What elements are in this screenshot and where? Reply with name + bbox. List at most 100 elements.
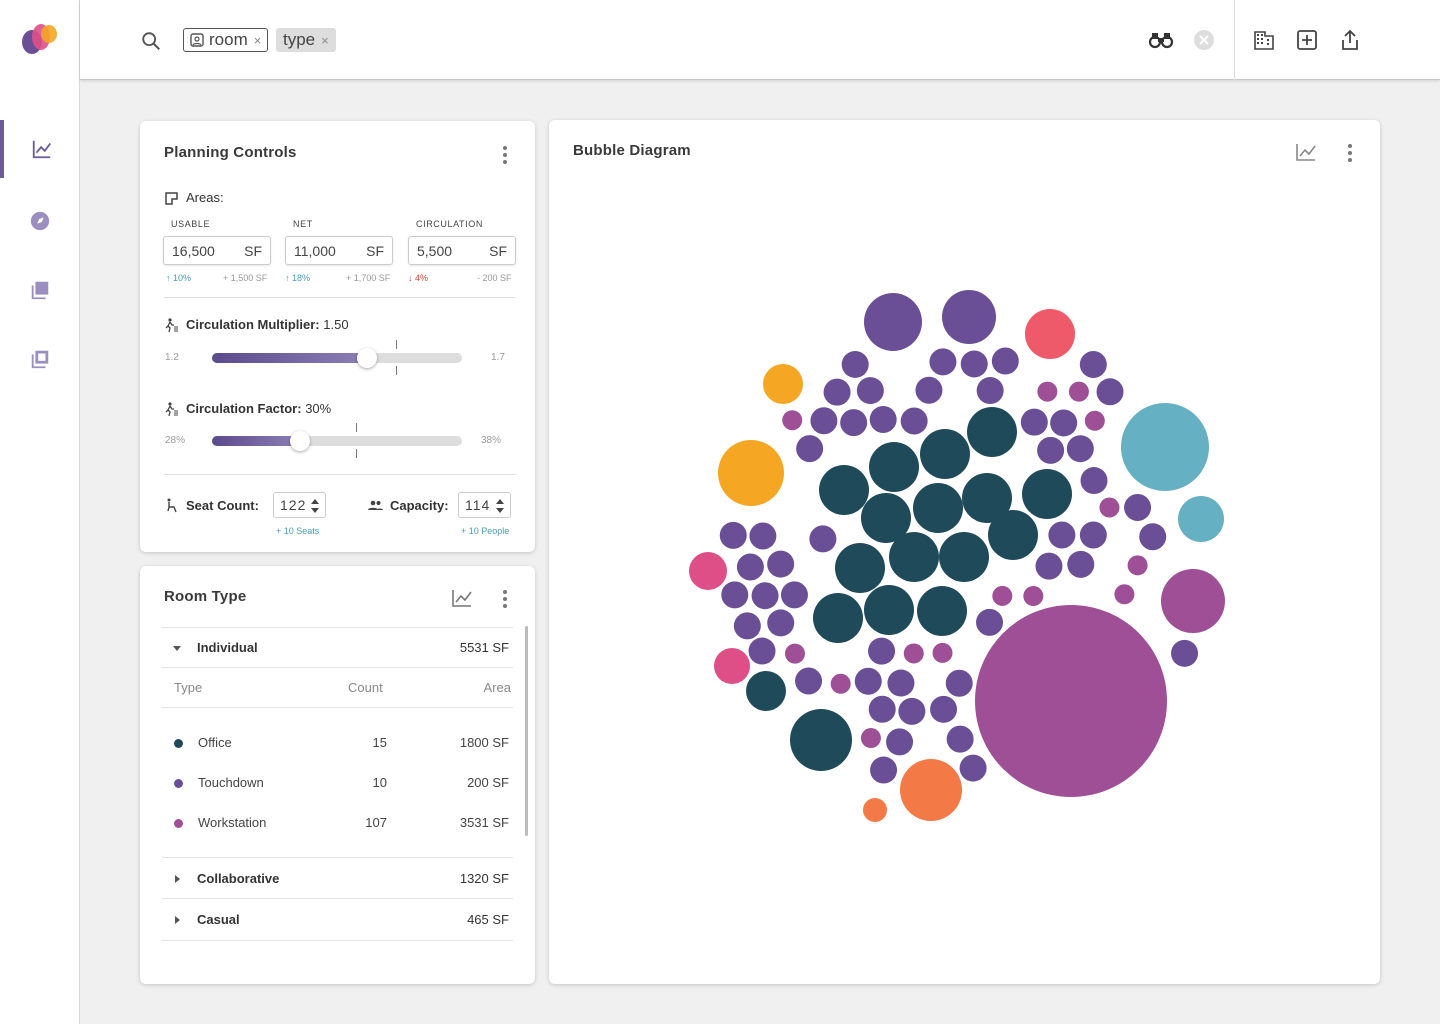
bubble[interactable] <box>763 364 803 404</box>
group-row-collaborative[interactable]: Collaborative 1320 SF <box>162 857 513 899</box>
office-bubble[interactable] <box>813 593 863 643</box>
stepper-arrows-icon[interactable] <box>310 496 320 516</box>
touchdown-bubble[interactable] <box>1050 409 1078 437</box>
touchdown-bubble[interactable] <box>868 637 896 665</box>
touchdown-bubble[interactable] <box>869 405 897 433</box>
bubble-diagram[interactable] <box>549 120 1380 984</box>
office-bubble[interactable] <box>920 429 970 479</box>
touchdown-bubble[interactable] <box>929 348 957 376</box>
touchdown-bubble[interactable] <box>1096 378 1124 406</box>
share-icon[interactable] <box>1338 28 1362 52</box>
chip-close-icon[interactable]: × <box>253 32 262 48</box>
capacity-stepper[interactable]: 114 <box>458 492 511 518</box>
net-area-input[interactable]: 11,000 SF <box>285 236 393 265</box>
office-bubble[interactable] <box>889 532 939 582</box>
touchdown-bubble[interactable] <box>733 612 761 640</box>
touchdown-bubble[interactable] <box>1079 521 1107 549</box>
bubble[interactable] <box>864 293 922 351</box>
touchdown-bubble[interactable] <box>898 697 926 725</box>
office-bubble[interactable] <box>819 465 869 515</box>
touchdown-bubble[interactable] <box>823 378 851 406</box>
office-bubble[interactable] <box>988 510 1038 560</box>
touchdown-bubble[interactable] <box>887 669 915 697</box>
scrollbar[interactable] <box>525 626 528 836</box>
workstation-bubble[interactable] <box>992 585 1013 606</box>
touchdown-bubble[interactable] <box>795 667 823 695</box>
bubble[interactable] <box>900 759 962 821</box>
workstation-bubble[interactable] <box>782 410 803 431</box>
touchdown-bubble[interactable] <box>1171 639 1199 667</box>
touchdown-bubble[interactable] <box>959 754 987 782</box>
touchdown-bubble[interactable] <box>1035 552 1063 580</box>
group-row-individual[interactable]: Individual 5531 SF <box>162 627 513 668</box>
workstation-bubble[interactable] <box>975 605 1167 797</box>
chart-icon[interactable] <box>1295 142 1317 162</box>
touchdown-bubble[interactable] <box>719 521 747 549</box>
touchdown-bubble[interactable] <box>748 637 776 665</box>
touchdown-bubble[interactable] <box>840 409 868 437</box>
factor-slider[interactable] <box>212 431 462 451</box>
office-bubble[interactable] <box>913 483 963 533</box>
more-options-icon[interactable] <box>1347 144 1353 162</box>
add-box-icon[interactable] <box>1295 28 1319 52</box>
office-bubble[interactable] <box>790 709 852 771</box>
workstation-bubble[interactable] <box>1099 497 1120 518</box>
touchdown-bubble[interactable] <box>810 407 838 435</box>
slider-thumb[interactable] <box>357 348 377 368</box>
app-logo-icon[interactable] <box>20 22 58 56</box>
sidebar-item-library[interactable] <box>0 330 79 388</box>
touchdown-bubble[interactable] <box>1079 350 1107 378</box>
touchdown-bubble[interactable] <box>945 669 973 697</box>
workstation-bubble[interactable] <box>1084 410 1105 431</box>
office-bubble[interactable] <box>835 543 885 593</box>
bubble[interactable] <box>1178 496 1224 542</box>
filter-chip-type[interactable]: type × <box>276 28 336 52</box>
filter-chip-room[interactable]: room × <box>183 28 269 52</box>
slider-thumb[interactable] <box>289 431 310 451</box>
bubble[interactable] <box>718 440 784 506</box>
office-bubble[interactable] <box>746 671 786 711</box>
touchdown-bubble[interactable] <box>1124 494 1152 522</box>
bubble[interactable] <box>1121 403 1209 491</box>
touchdown-bubble[interactable] <box>1048 521 1076 549</box>
seat-count-stepper[interactable]: 122 <box>273 492 326 518</box>
touchdown-bubble[interactable] <box>767 609 795 637</box>
workstation-bubble[interactable] <box>903 643 924 664</box>
workstation-bubble[interactable] <box>830 673 851 694</box>
touchdown-bubble[interactable] <box>854 667 882 695</box>
bubble[interactable] <box>1025 309 1075 359</box>
chip-close-icon[interactable]: × <box>321 32 329 48</box>
touchdown-bubble[interactable] <box>930 695 958 723</box>
bubble[interactable] <box>714 648 750 684</box>
sidebar-item-layers[interactable] <box>0 261 79 319</box>
touchdown-bubble[interactable] <box>1139 523 1167 551</box>
bubble[interactable] <box>942 290 996 344</box>
touchdown-bubble[interactable] <box>960 350 988 378</box>
touchdown-bubble[interactable] <box>976 377 1004 405</box>
bubble[interactable] <box>863 798 887 822</box>
touchdown-bubble[interactable] <box>736 553 764 581</box>
touchdown-bubble[interactable] <box>721 581 749 609</box>
touchdown-bubble[interactable] <box>809 525 837 553</box>
bubble[interactable] <box>1161 569 1225 633</box>
workstation-bubble[interactable] <box>1023 586 1044 607</box>
stepper-arrows-icon[interactable] <box>495 496 505 516</box>
office-bubble[interactable] <box>962 473 1012 523</box>
touchdown-bubble[interactable] <box>991 347 1019 375</box>
multiplier-slider[interactable] <box>212 348 462 368</box>
touchdown-bubble[interactable] <box>767 550 795 578</box>
circulation-area-input[interactable]: 5,500 SF <box>408 236 516 265</box>
touchdown-bubble[interactable] <box>841 350 869 378</box>
office-bubble[interactable] <box>1022 469 1072 519</box>
workstation-bubble[interactable] <box>1068 381 1089 402</box>
touchdown-bubble[interactable] <box>1066 435 1094 463</box>
touchdown-bubble[interactable] <box>1067 550 1095 578</box>
touchdown-bubble[interactable] <box>780 581 808 609</box>
touchdown-bubble[interactable] <box>870 756 898 784</box>
workstation-bubble[interactable] <box>1127 555 1148 576</box>
bubble[interactable] <box>689 552 727 590</box>
office-bubble[interactable] <box>939 532 989 582</box>
touchdown-bubble[interactable] <box>900 407 928 435</box>
office-bubble[interactable] <box>917 586 967 636</box>
sidebar-item-explore[interactable] <box>0 192 79 250</box>
